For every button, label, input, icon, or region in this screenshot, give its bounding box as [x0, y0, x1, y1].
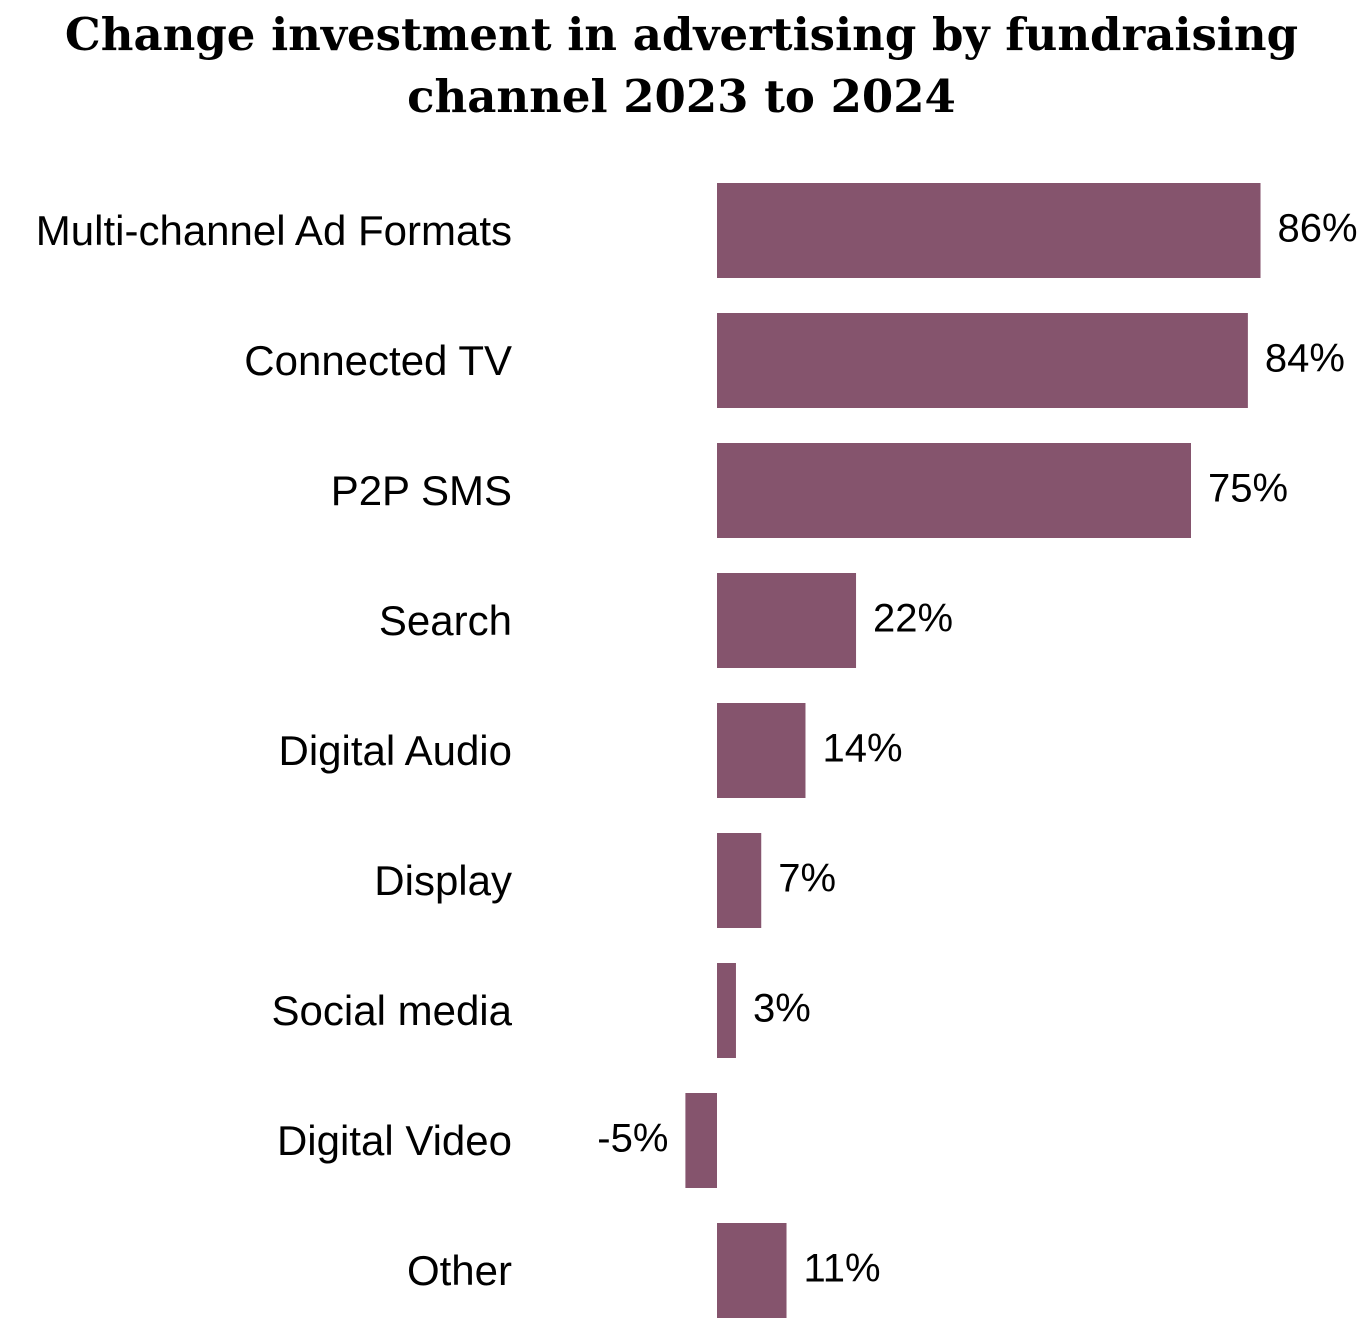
bar-digital-audio [717, 703, 806, 798]
value-label-display: 7% [778, 857, 836, 901]
category-label-social-media: Social media [272, 987, 513, 1034]
bar-search [717, 573, 857, 668]
value-label-multi-channel-ad-formats: 86% [1278, 207, 1358, 251]
value-label-p2p-sms: 75% [1208, 467, 1288, 511]
chart-title-line-1: Change investment in advertising by fund… [64, 8, 1299, 61]
value-label-digital-audio: 14% [822, 727, 902, 771]
value-label-search: 22% [873, 597, 953, 641]
category-label-digital-audio: Digital Audio [279, 727, 512, 774]
value-label-digital-video: -5% [597, 1117, 668, 1161]
category-label-connected-tv: Connected TV [244, 337, 512, 384]
chart-title-line-2: channel 2023 to 2024 [407, 70, 956, 123]
bars [685, 183, 1261, 1318]
category-label-p2p-sms: P2P SMS [331, 467, 512, 514]
bar-connected-tv [717, 313, 1248, 408]
category-label-multi-channel-ad-formats: Multi-channel Ad Formats [36, 207, 512, 254]
value-label-connected-tv: 84% [1265, 337, 1345, 381]
category-label-display: Display [374, 857, 512, 904]
chart-title: Change investment in advertising by fund… [0, 4, 1363, 128]
bar-multi-channel-ad-formats [717, 183, 1261, 278]
category-label-search: Search [379, 597, 512, 644]
value-label-other: 11% [804, 1247, 881, 1291]
bar-other [717, 1223, 787, 1318]
bar-social-media [717, 963, 736, 1058]
value-label-social-media: 3% [753, 987, 811, 1031]
bar-p2p-sms [717, 443, 1191, 538]
bar-display [717, 833, 762, 928]
bar-digital-video [685, 1093, 717, 1188]
value-labels: 86% 84% 75% 22% 14% 7% 3% -5% 11% [597, 207, 1357, 1291]
category-label-other: Other [407, 1247, 512, 1294]
category-label-digital-video: Digital Video [277, 1117, 512, 1164]
category-labels: Multi-channel Ad Formats Connected TV P2P … [36, 207, 513, 1294]
